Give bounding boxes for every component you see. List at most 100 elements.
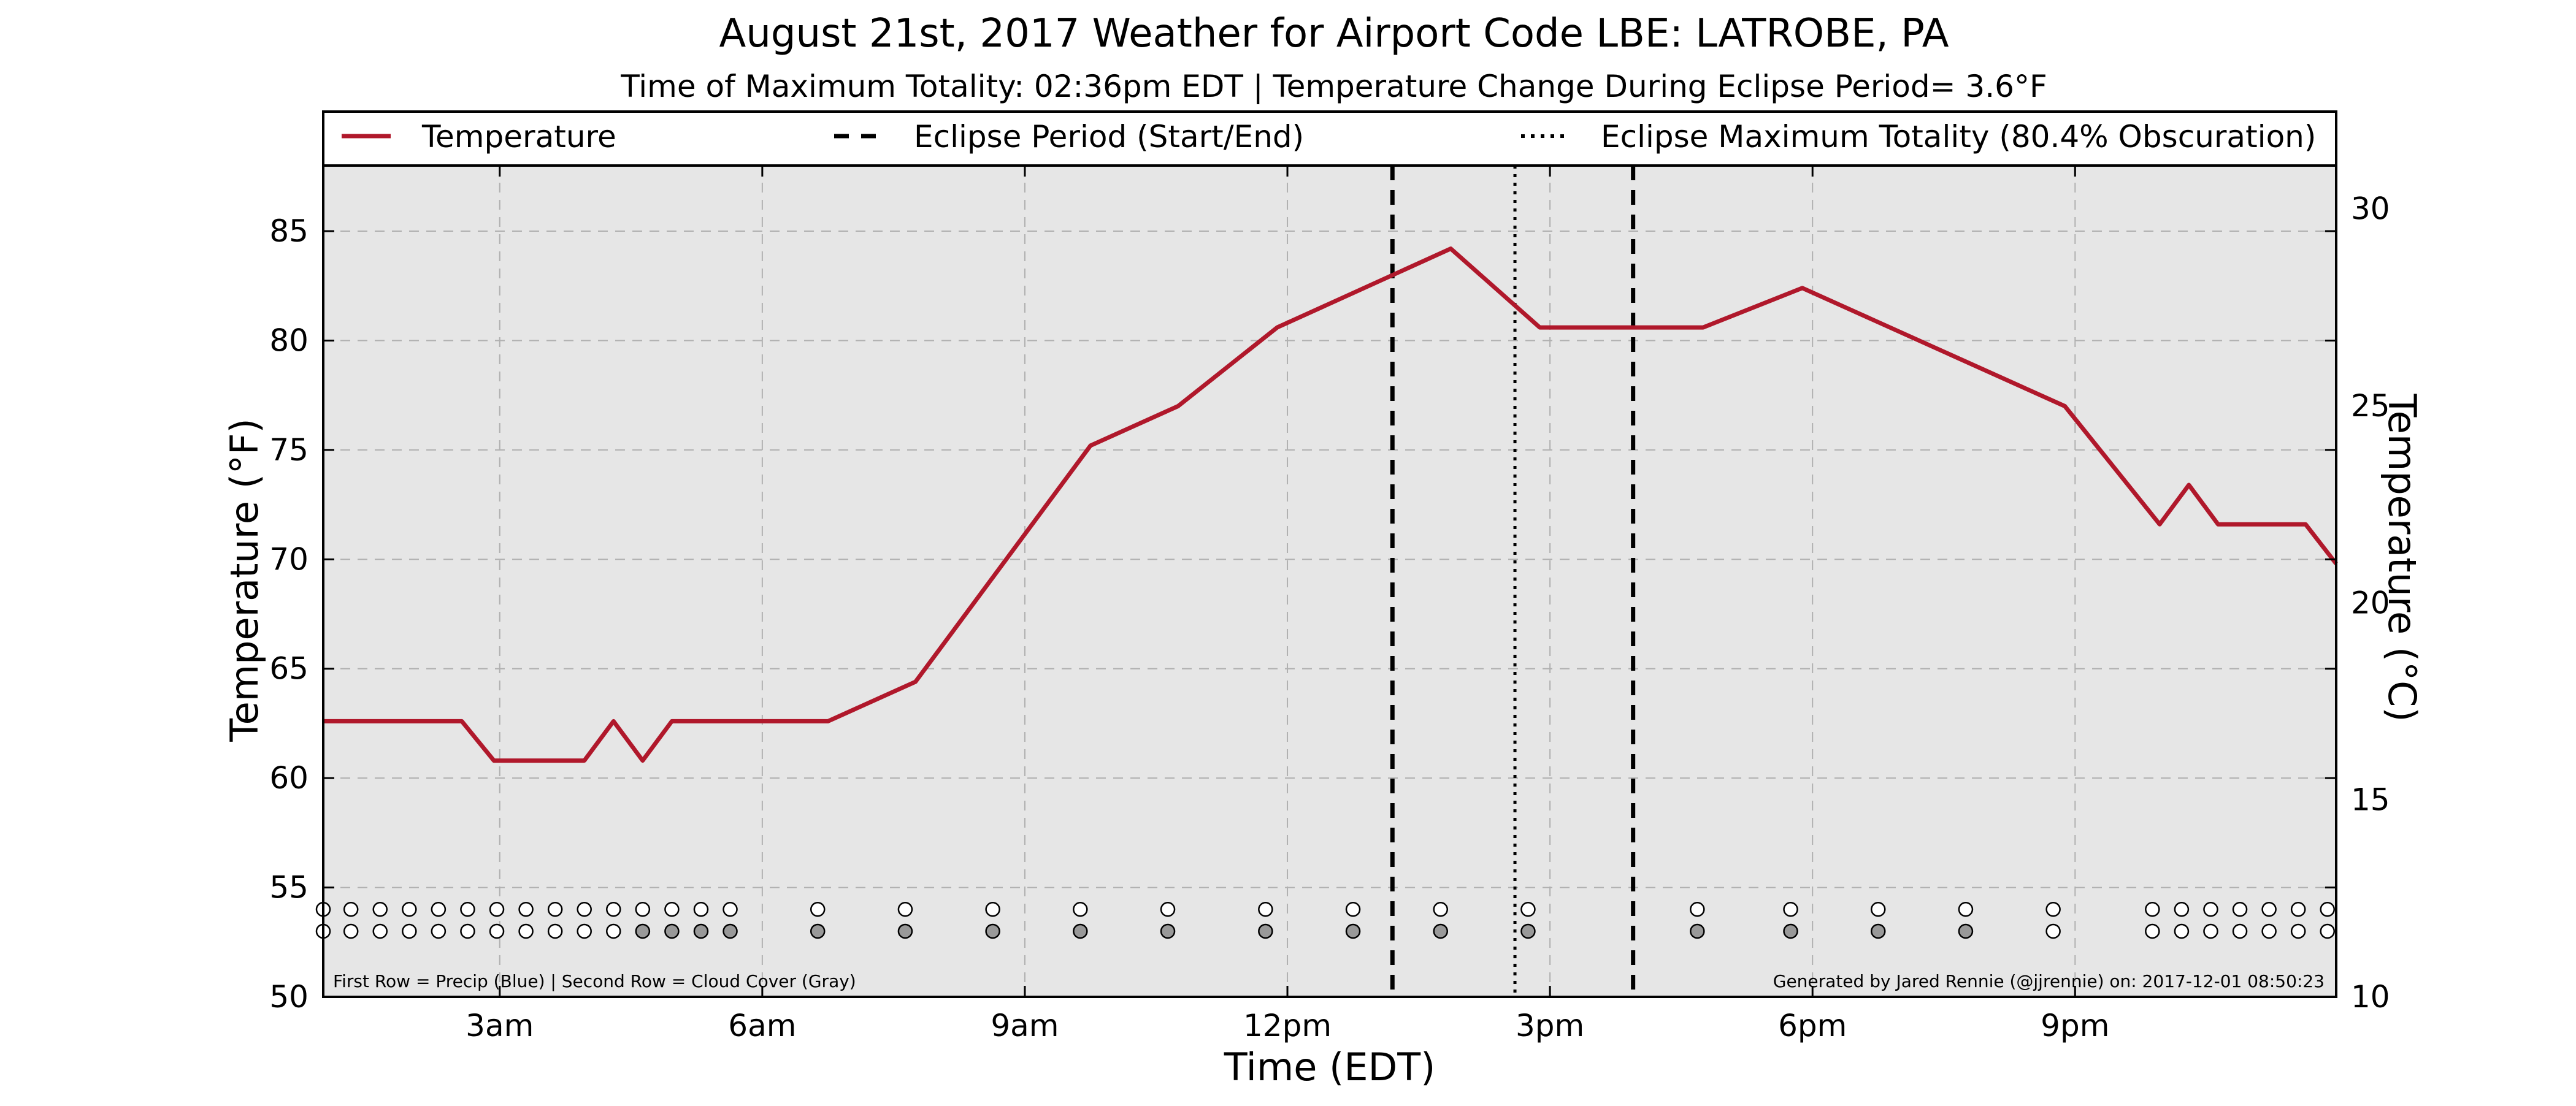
precip-marker [343,902,359,917]
precip-marker [606,902,621,917]
precip-marker [693,902,709,917]
x-tick-label: 9am [991,1008,1059,1043]
precip-marker [2203,902,2218,917]
cloud-cover-marker [1870,923,1886,939]
generated-by-note: Generated by Jared Rennie (@jjrennie) on… [1773,971,2325,991]
x-tick-label: 6pm [1778,1008,1847,1043]
cloud-cover-marker [1433,923,1448,939]
precip-marker [985,902,1000,917]
precip-marker [2145,902,2160,917]
x-tick-label: 3pm [1516,1008,1584,1043]
y-axis-left: 50 55 60 65 70 75 80 85 [269,213,2336,1015]
precip-marker [1073,902,1088,917]
precip-marker [810,902,826,917]
cloud-cover-marker [1690,923,1705,939]
precip-marker [1690,902,1705,917]
precip-marker [577,902,592,917]
cloud-cover-marker [431,923,447,939]
precip-marker [664,902,680,917]
y-tick-label: 65 [269,651,309,687]
precip-marker [1870,902,1886,917]
cloud-cover-marker [1345,923,1361,939]
precip-marker [460,902,475,917]
gridlines [323,166,2336,997]
observation-markers [315,902,2335,939]
y2-tick-label: 15 [2351,782,2390,818]
precip-marker [372,902,388,917]
cloud-cover-marker [985,923,1000,939]
observation-rows-note: First Row = Precip (Blue) | Second Row =… [333,971,856,991]
y2-tick-label: 25 [2351,388,2390,424]
precip-marker [1520,902,1536,917]
cloud-cover-marker [2320,923,2335,939]
cloud-cover-marker [402,923,417,939]
precip-marker [2045,902,2061,917]
cloud-cover-marker [2261,923,2277,939]
precip-marker [1258,902,1273,917]
y-tick-label: 70 [269,541,309,577]
series-layer [323,246,2338,763]
precip-marker [2232,902,2248,917]
precip-marker [2261,902,2277,917]
y-axis-right: 10 15 20 25 30 [2351,191,2390,1015]
precip-marker [897,902,913,917]
y2-axis-label: Temperature (°C) [2380,393,2425,722]
precip-marker [1783,902,1798,917]
cloud-cover-marker [693,923,709,939]
legend-max-totality-label: Eclipse Maximum Totality (80.4% Obscurat… [1601,119,2316,154]
y-tick-label: 75 [269,432,309,468]
precip-marker [489,902,505,917]
cloud-cover-marker [1958,923,1974,939]
cloud-cover-marker [518,923,534,939]
cloud-cover-marker [897,923,913,939]
cloud-cover-marker [577,923,592,939]
y2-tick-label: 10 [2351,979,2390,1015]
y-tick-label: 55 [269,870,309,906]
precip-marker [431,902,447,917]
cloud-cover-marker [635,923,651,939]
y-tick-label: 85 [269,213,309,249]
cloud-cover-marker [2145,923,2160,939]
y2-tick-label: 20 [2351,585,2390,620]
precip-marker [635,902,651,917]
cloud-cover-marker [1258,923,1273,939]
precip-marker [1160,902,1176,917]
y2-tick-label: 30 [2351,191,2390,227]
precip-marker [518,902,534,917]
precip-marker [2174,902,2190,917]
precip-marker [1345,902,1361,917]
precip-marker [1958,902,1974,917]
cloud-cover-marker [1073,923,1088,939]
precip-marker [2290,902,2306,917]
temperature-line [323,246,2338,763]
cloud-cover-marker [810,923,826,939]
cloud-cover-marker [489,923,505,939]
precip-marker [402,902,417,917]
cloud-cover-marker [606,923,621,939]
cloud-cover-marker [547,923,563,939]
legend-temperature-label: Temperature [421,119,616,154]
precip-marker [547,902,563,917]
x-axis-label: Time (EDT) [1224,1045,1436,1089]
y-tick-label: 50 [269,979,309,1015]
cloud-cover-marker [723,923,738,939]
legend-eclipse-period-label: Eclipse Period (Start/End) [914,119,1304,154]
x-tick-label: 12pm [1243,1008,1332,1043]
cloud-cover-marker [2290,923,2306,939]
x-axis: 3am 6am 9am 12pm 3pm 6pm 9pm [466,166,2109,1043]
cloud-cover-marker [2045,923,2061,939]
cloud-cover-marker [1520,923,1536,939]
y-tick-label: 80 [269,322,309,358]
chart-subtitle: Time of Maximum Totality: 02:36pm EDT | … [620,69,2047,104]
cloud-cover-marker [2203,923,2218,939]
cloud-cover-marker [343,923,359,939]
cloud-cover-marker [372,923,388,939]
cloud-cover-marker [1160,923,1176,939]
precip-marker [1433,902,1448,917]
cloud-cover-marker [460,923,475,939]
cloud-cover-marker [2174,923,2190,939]
precip-marker [723,902,738,917]
plot-area [323,166,2336,997]
